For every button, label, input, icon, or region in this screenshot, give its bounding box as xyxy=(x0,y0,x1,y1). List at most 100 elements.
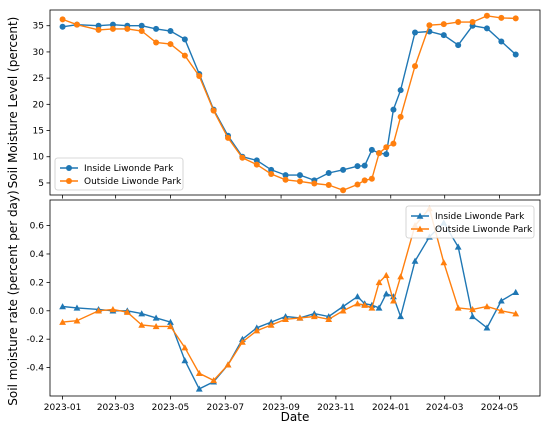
data-point xyxy=(59,318,66,325)
y-tick-label: -0.2 xyxy=(26,335,44,345)
data-point xyxy=(73,304,81,311)
soil-moisture-rate-panel: -0.4 -0.2 0.0 0.2 0.4 0.6 2023-01 2023-03 2023-0… xyxy=(6,190,541,424)
data-point xyxy=(397,113,404,120)
soil-moisture-level-panel: 5 10 15 20 25 30 35 Soil Moisture Level (percen… xyxy=(6,9,541,199)
data-point xyxy=(390,297,397,304)
plot-frame xyxy=(49,9,541,196)
data-point xyxy=(138,310,146,317)
data-point xyxy=(224,361,232,368)
data-point xyxy=(167,27,174,34)
y-tick-label: 15 xyxy=(33,127,44,137)
data-point xyxy=(124,25,131,32)
data-point xyxy=(167,323,174,330)
data-point xyxy=(390,293,397,300)
data-point xyxy=(382,271,390,278)
data-point xyxy=(497,307,505,314)
data-point xyxy=(390,106,397,113)
data-point xyxy=(138,321,146,328)
data-point xyxy=(210,376,218,384)
data-point xyxy=(225,134,232,141)
data-point xyxy=(195,385,203,392)
data-point xyxy=(95,26,102,33)
data-point xyxy=(267,321,275,328)
data-point xyxy=(469,313,476,320)
data-point xyxy=(361,177,368,184)
x-axis-label: Date xyxy=(281,410,310,424)
legend-label: Outside Liwonde Park xyxy=(435,225,533,235)
legend-marker xyxy=(66,178,72,184)
data-point xyxy=(195,369,203,376)
data-point xyxy=(454,243,462,250)
data-point xyxy=(390,140,397,147)
data-point xyxy=(440,21,447,28)
data-point xyxy=(268,171,275,178)
data-point xyxy=(109,25,116,32)
data-point xyxy=(167,318,174,325)
data-point xyxy=(339,307,347,314)
data-point xyxy=(325,315,333,323)
x-tick-label: 2024-01 xyxy=(372,403,410,413)
data-point xyxy=(95,22,102,29)
data-point xyxy=(59,303,66,310)
data-point xyxy=(483,25,490,32)
data-point xyxy=(440,32,447,39)
legend-label: Inside Liwonde Park xyxy=(84,164,174,174)
data-point xyxy=(498,14,505,21)
legend-marker xyxy=(66,165,72,171)
data-point xyxy=(253,157,260,164)
data-point xyxy=(109,21,116,28)
data-point xyxy=(73,21,80,28)
data-point xyxy=(412,29,419,36)
data-point xyxy=(167,41,174,48)
legend-marker xyxy=(416,212,424,219)
data-point xyxy=(152,314,160,321)
data-point xyxy=(368,146,375,153)
y-tick-label: 0.2 xyxy=(30,278,44,288)
x-tick-label: 2023-03 xyxy=(97,403,135,413)
data-point xyxy=(354,293,361,300)
data-point xyxy=(375,278,383,286)
data-point xyxy=(455,42,462,49)
data-point xyxy=(354,181,361,188)
data-point xyxy=(340,166,347,173)
data-point xyxy=(109,305,117,313)
y-tick-label: 30 xyxy=(33,48,45,58)
data-point xyxy=(397,313,405,320)
y-tick-label: 35 xyxy=(33,22,44,32)
data-point xyxy=(282,172,289,179)
y-tick-label: 25 xyxy=(33,74,44,84)
x-tick-label: 2023-09 xyxy=(262,403,300,413)
y-tick-label: 0.0 xyxy=(30,307,45,317)
data-point xyxy=(483,303,491,310)
data-point xyxy=(181,344,189,351)
data-point xyxy=(210,107,217,114)
data-point xyxy=(239,338,246,345)
data-point xyxy=(282,315,289,323)
data-point xyxy=(512,310,520,317)
data-point xyxy=(354,300,361,307)
data-point xyxy=(296,172,303,179)
data-point xyxy=(368,175,375,182)
data-point xyxy=(181,357,189,364)
series-inside xyxy=(59,219,520,392)
y-tick-label: 0.4 xyxy=(30,250,45,260)
data-point xyxy=(376,150,383,157)
data-point xyxy=(268,166,275,173)
data-point xyxy=(310,313,318,320)
data-point xyxy=(296,178,303,185)
data-point xyxy=(455,19,462,26)
y-axis-label: Soil Moisture Level (percent) xyxy=(6,17,20,189)
data-point xyxy=(73,317,81,324)
series-line xyxy=(62,221,517,390)
data-point xyxy=(253,161,260,168)
legend-label: Outside Liwonde Park xyxy=(84,177,182,187)
data-point xyxy=(282,176,289,183)
x-tick-label: 2023-11 xyxy=(317,403,355,413)
data-point xyxy=(59,16,66,23)
data-point xyxy=(152,323,160,330)
data-point xyxy=(375,304,383,311)
data-point xyxy=(512,51,519,58)
data-point xyxy=(138,22,145,29)
y-axis-label: Soil moisture rate (percent per day) xyxy=(6,190,20,405)
data-point xyxy=(426,22,433,29)
